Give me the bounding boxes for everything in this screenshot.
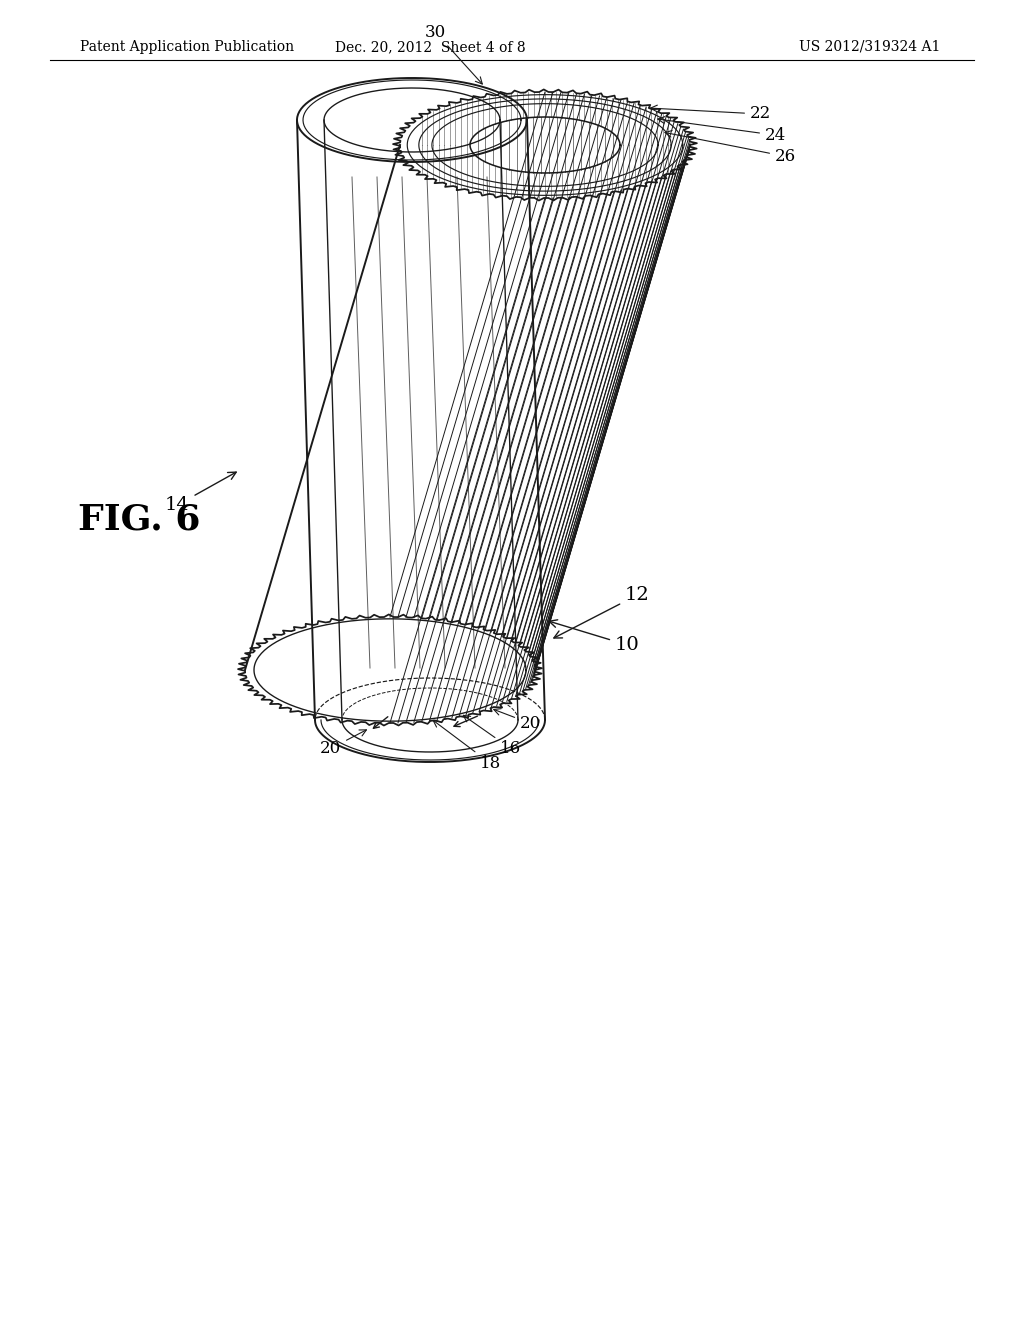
Text: Dec. 20, 2012  Sheet 4 of 8: Dec. 20, 2012 Sheet 4 of 8 [335,40,525,54]
Text: 30: 30 [425,24,482,84]
Text: 12: 12 [554,586,650,638]
Text: 20: 20 [494,709,542,733]
Text: FIG. 6: FIG. 6 [78,503,201,537]
Text: 16: 16 [463,715,521,756]
Text: 14: 14 [165,473,237,513]
Text: 10: 10 [549,620,640,653]
Text: US 2012/319324 A1: US 2012/319324 A1 [799,40,940,54]
Text: 26: 26 [665,131,796,165]
Text: 24: 24 [657,116,786,144]
Text: 18: 18 [433,721,502,772]
Text: 20: 20 [319,730,367,756]
Text: Patent Application Publication: Patent Application Publication [80,40,294,54]
Text: 22: 22 [650,106,771,123]
